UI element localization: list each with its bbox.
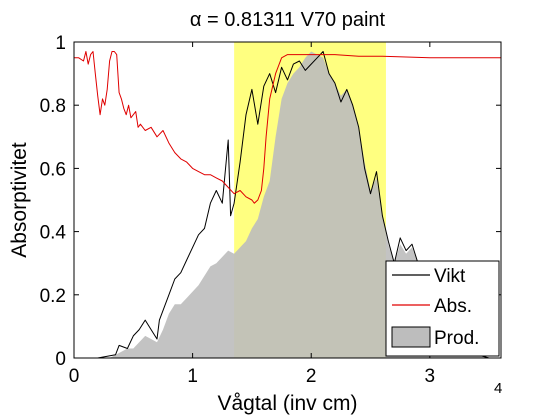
legend-label-abs: Abs. xyxy=(434,296,472,317)
x-tick-label: 1 xyxy=(187,366,198,387)
legend-label-vikt: Vikt xyxy=(434,266,466,287)
x-tick-label: 2 xyxy=(306,366,317,387)
y-tick-label: 0.8 xyxy=(40,96,66,117)
chart-title: α = 0.81311 V70 paint xyxy=(190,9,386,31)
y-tick-label: 0 xyxy=(55,349,66,370)
y-tick-label: 1 xyxy=(55,33,66,54)
legend: Vikt Abs. Prod. xyxy=(385,260,500,357)
x-axis-title: Vågtal (inv cm) xyxy=(217,392,357,415)
x-axis-exponent: 4 xyxy=(494,380,502,397)
series-line-abs xyxy=(74,51,501,204)
x-tick-label: 3 xyxy=(425,366,436,387)
y-tick-label: 0.6 xyxy=(40,159,66,180)
y-axis-title: Absorptivitet xyxy=(8,142,31,258)
tick-layer: 0 1 2 3 0 0.2 0.4 0.6 0.8 1 xyxy=(40,33,501,387)
series-line-vikt xyxy=(74,51,490,359)
x-tick-label: 0 xyxy=(69,366,80,387)
y-tick-label: 0.2 xyxy=(40,286,66,307)
plot-frame xyxy=(73,41,502,359)
legend-label-prod: Prod. xyxy=(434,328,479,349)
series-layer xyxy=(74,51,501,359)
y-tick-label: 0.4 xyxy=(40,223,67,244)
legend-swatch-prod xyxy=(391,326,431,348)
legend-box xyxy=(385,260,500,357)
series-area-prod xyxy=(74,51,490,358)
